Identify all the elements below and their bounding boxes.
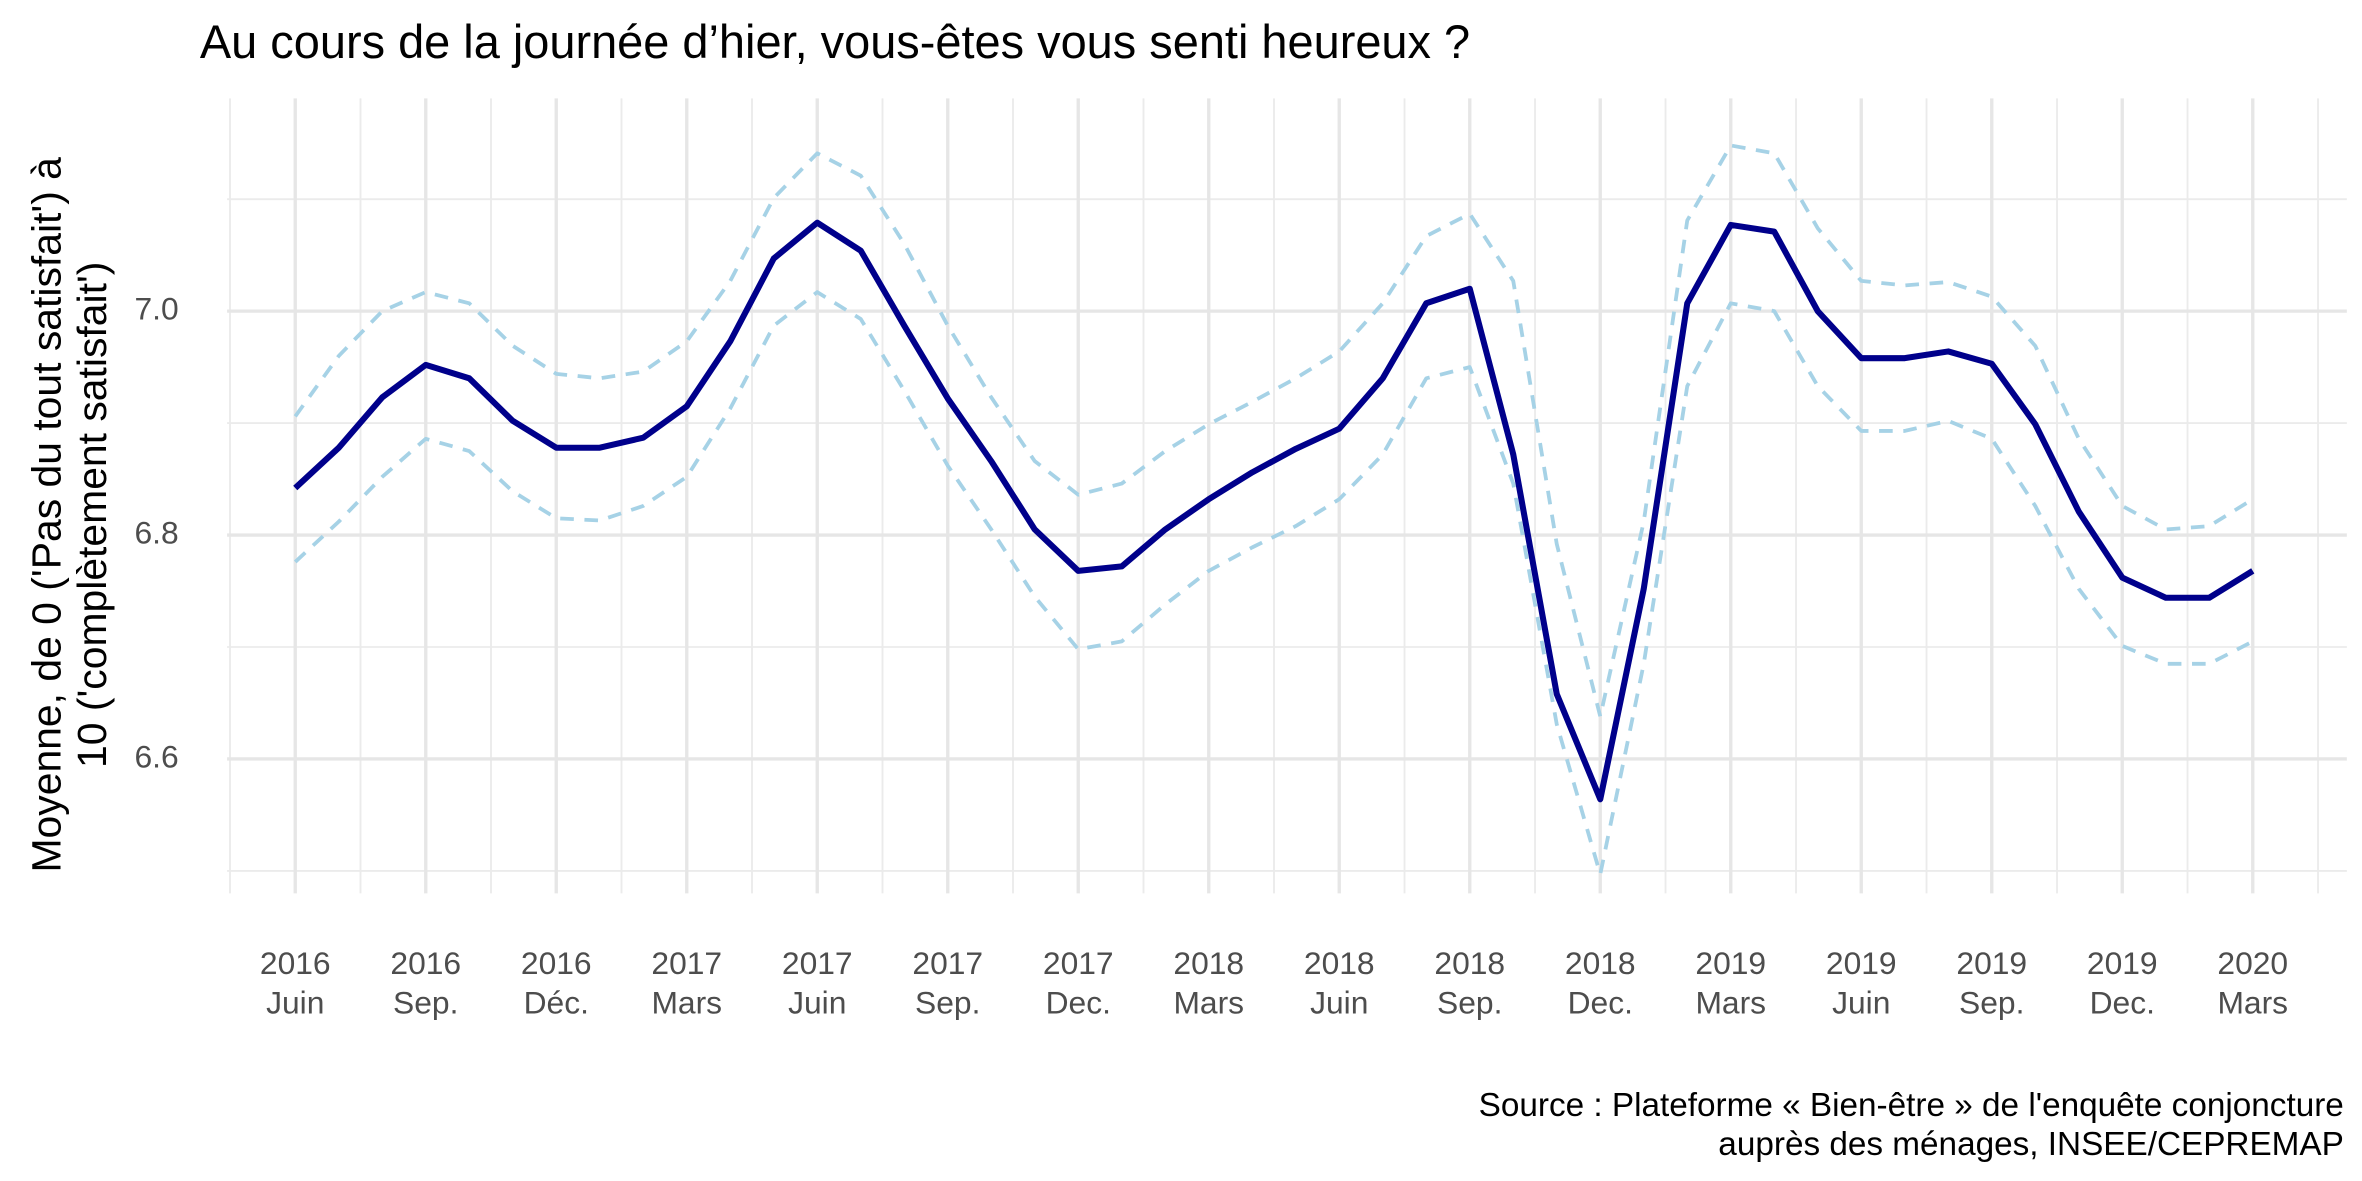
y-axis-label: Moyenne, de 0 ('Pas du tout satisfait') … [24, 157, 115, 873]
x-tick-label: 2020 Mars [2217, 945, 2288, 1020]
y-tick-label: 7.0 [134, 291, 178, 327]
x-tick-label: 2018 Dec. [1565, 945, 1636, 1020]
mean-line [293, 219, 2255, 803]
x-tick-label: 2016 Juin [260, 945, 331, 1020]
y-tick-label: 6.6 [134, 738, 178, 774]
x-tick-label: 2018 Sep. [1434, 945, 1505, 1020]
x-tick-label: 2017 Juin [782, 945, 853, 1020]
x-tick-label: 2018 Mars [1173, 945, 1244, 1020]
x-tick-label: 2017 Mars [651, 945, 722, 1020]
x-tick-label: 2017 Dec. [1043, 945, 1114, 1020]
y-tick-label: 6.8 [134, 514, 178, 550]
x-tick-label: 2016 Sep. [390, 945, 461, 1020]
x-tick-label: 2019 Mars [1695, 945, 1766, 1020]
x-tick-label: 2019 Dec. [2087, 945, 2158, 1020]
confidence-line [293, 290, 2254, 877]
x-tick-label: 2016 Déc. [521, 945, 592, 1020]
x-tick-label: 2019 Juin [1826, 945, 1897, 1020]
x-tick-label: 2017 Sep. [912, 945, 983, 1020]
caption: Source : Plateforme « Bien-être » de l'e… [1479, 1087, 2344, 1163]
chart-title: Au cours de la journée d’hier, vous-êtes… [200, 16, 1470, 68]
x-tick-label: 2018 Juin [1304, 945, 1375, 1020]
x-tick-label: 2019 Sep. [1956, 945, 2027, 1020]
